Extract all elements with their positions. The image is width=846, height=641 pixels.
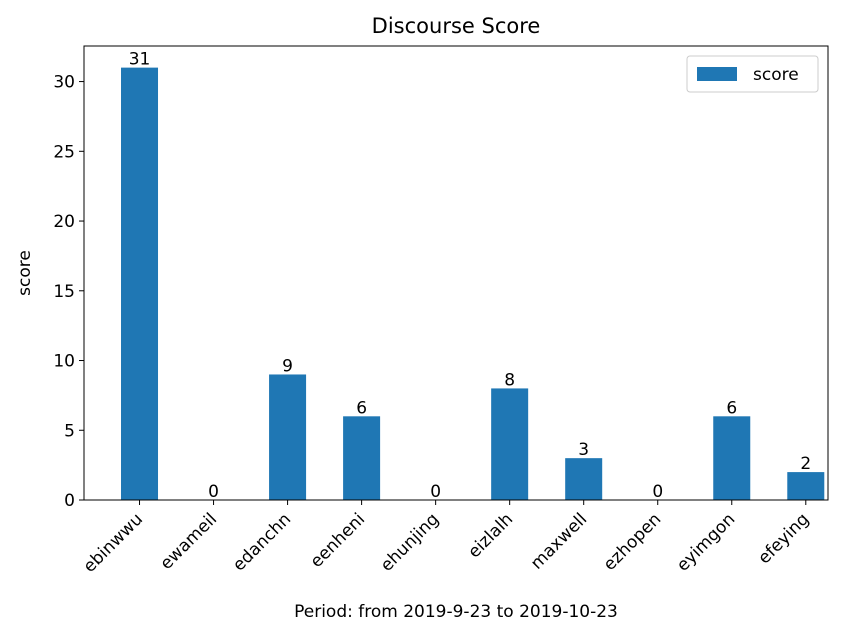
- legend: score: [686, 55, 819, 93]
- x-tick-label: ezhopen: [600, 509, 665, 574]
- bar: [121, 67, 159, 501]
- x-tick-label: efeying: [754, 509, 813, 568]
- y-axis-label: score: [15, 250, 35, 296]
- y-tick-label: 25: [53, 142, 75, 162]
- y-tick-label: 0: [64, 491, 75, 511]
- bar: [491, 388, 529, 500]
- x-tick-label: ewameil: [157, 509, 222, 574]
- bar: [565, 458, 603, 500]
- bar: [713, 416, 751, 500]
- x-tick-label: edanchn: [229, 509, 295, 575]
- legend-swatch: [697, 67, 737, 81]
- chart-title: Discourse Score: [372, 14, 541, 38]
- y-tick-label: 10: [53, 352, 75, 372]
- bar-value-label: 6: [726, 398, 737, 418]
- bar-value-label: 0: [652, 482, 663, 502]
- x-tick-label: eyimgon: [673, 509, 739, 575]
- bar: [269, 374, 307, 500]
- y-tick-label: 5: [64, 421, 75, 441]
- x-axis-label: Period: from 2019-9-23 to 2019-10-23: [294, 602, 618, 622]
- plot-frame: [83, 45, 829, 501]
- bar-value-label: 9: [282, 356, 293, 376]
- y-tick-label: 15: [53, 282, 75, 302]
- bar-value-label: 0: [208, 482, 219, 502]
- bar: [787, 472, 825, 500]
- bar-value-label: 6: [356, 398, 367, 418]
- bar-value-label: 3: [578, 440, 589, 460]
- x-tick-label: eenheni: [307, 509, 370, 572]
- legend-label: score: [753, 65, 799, 85]
- y-tick-label: 20: [53, 212, 75, 232]
- x-tick-label: ebinwwu: [80, 509, 147, 576]
- legend-frame: [686, 55, 819, 93]
- x-tick-label: eizlalh: [464, 509, 517, 562]
- bar: [343, 416, 381, 500]
- y-tick-label: 30: [53, 73, 75, 93]
- bar-value-label: 2: [800, 454, 811, 474]
- bar-value-label: 31: [129, 50, 151, 70]
- x-tick-label: ehunjing: [377, 509, 443, 575]
- bar-value-label: 8: [504, 370, 515, 390]
- bar-value-label: 0: [430, 482, 441, 502]
- x-tick-label: maxwell: [527, 509, 591, 573]
